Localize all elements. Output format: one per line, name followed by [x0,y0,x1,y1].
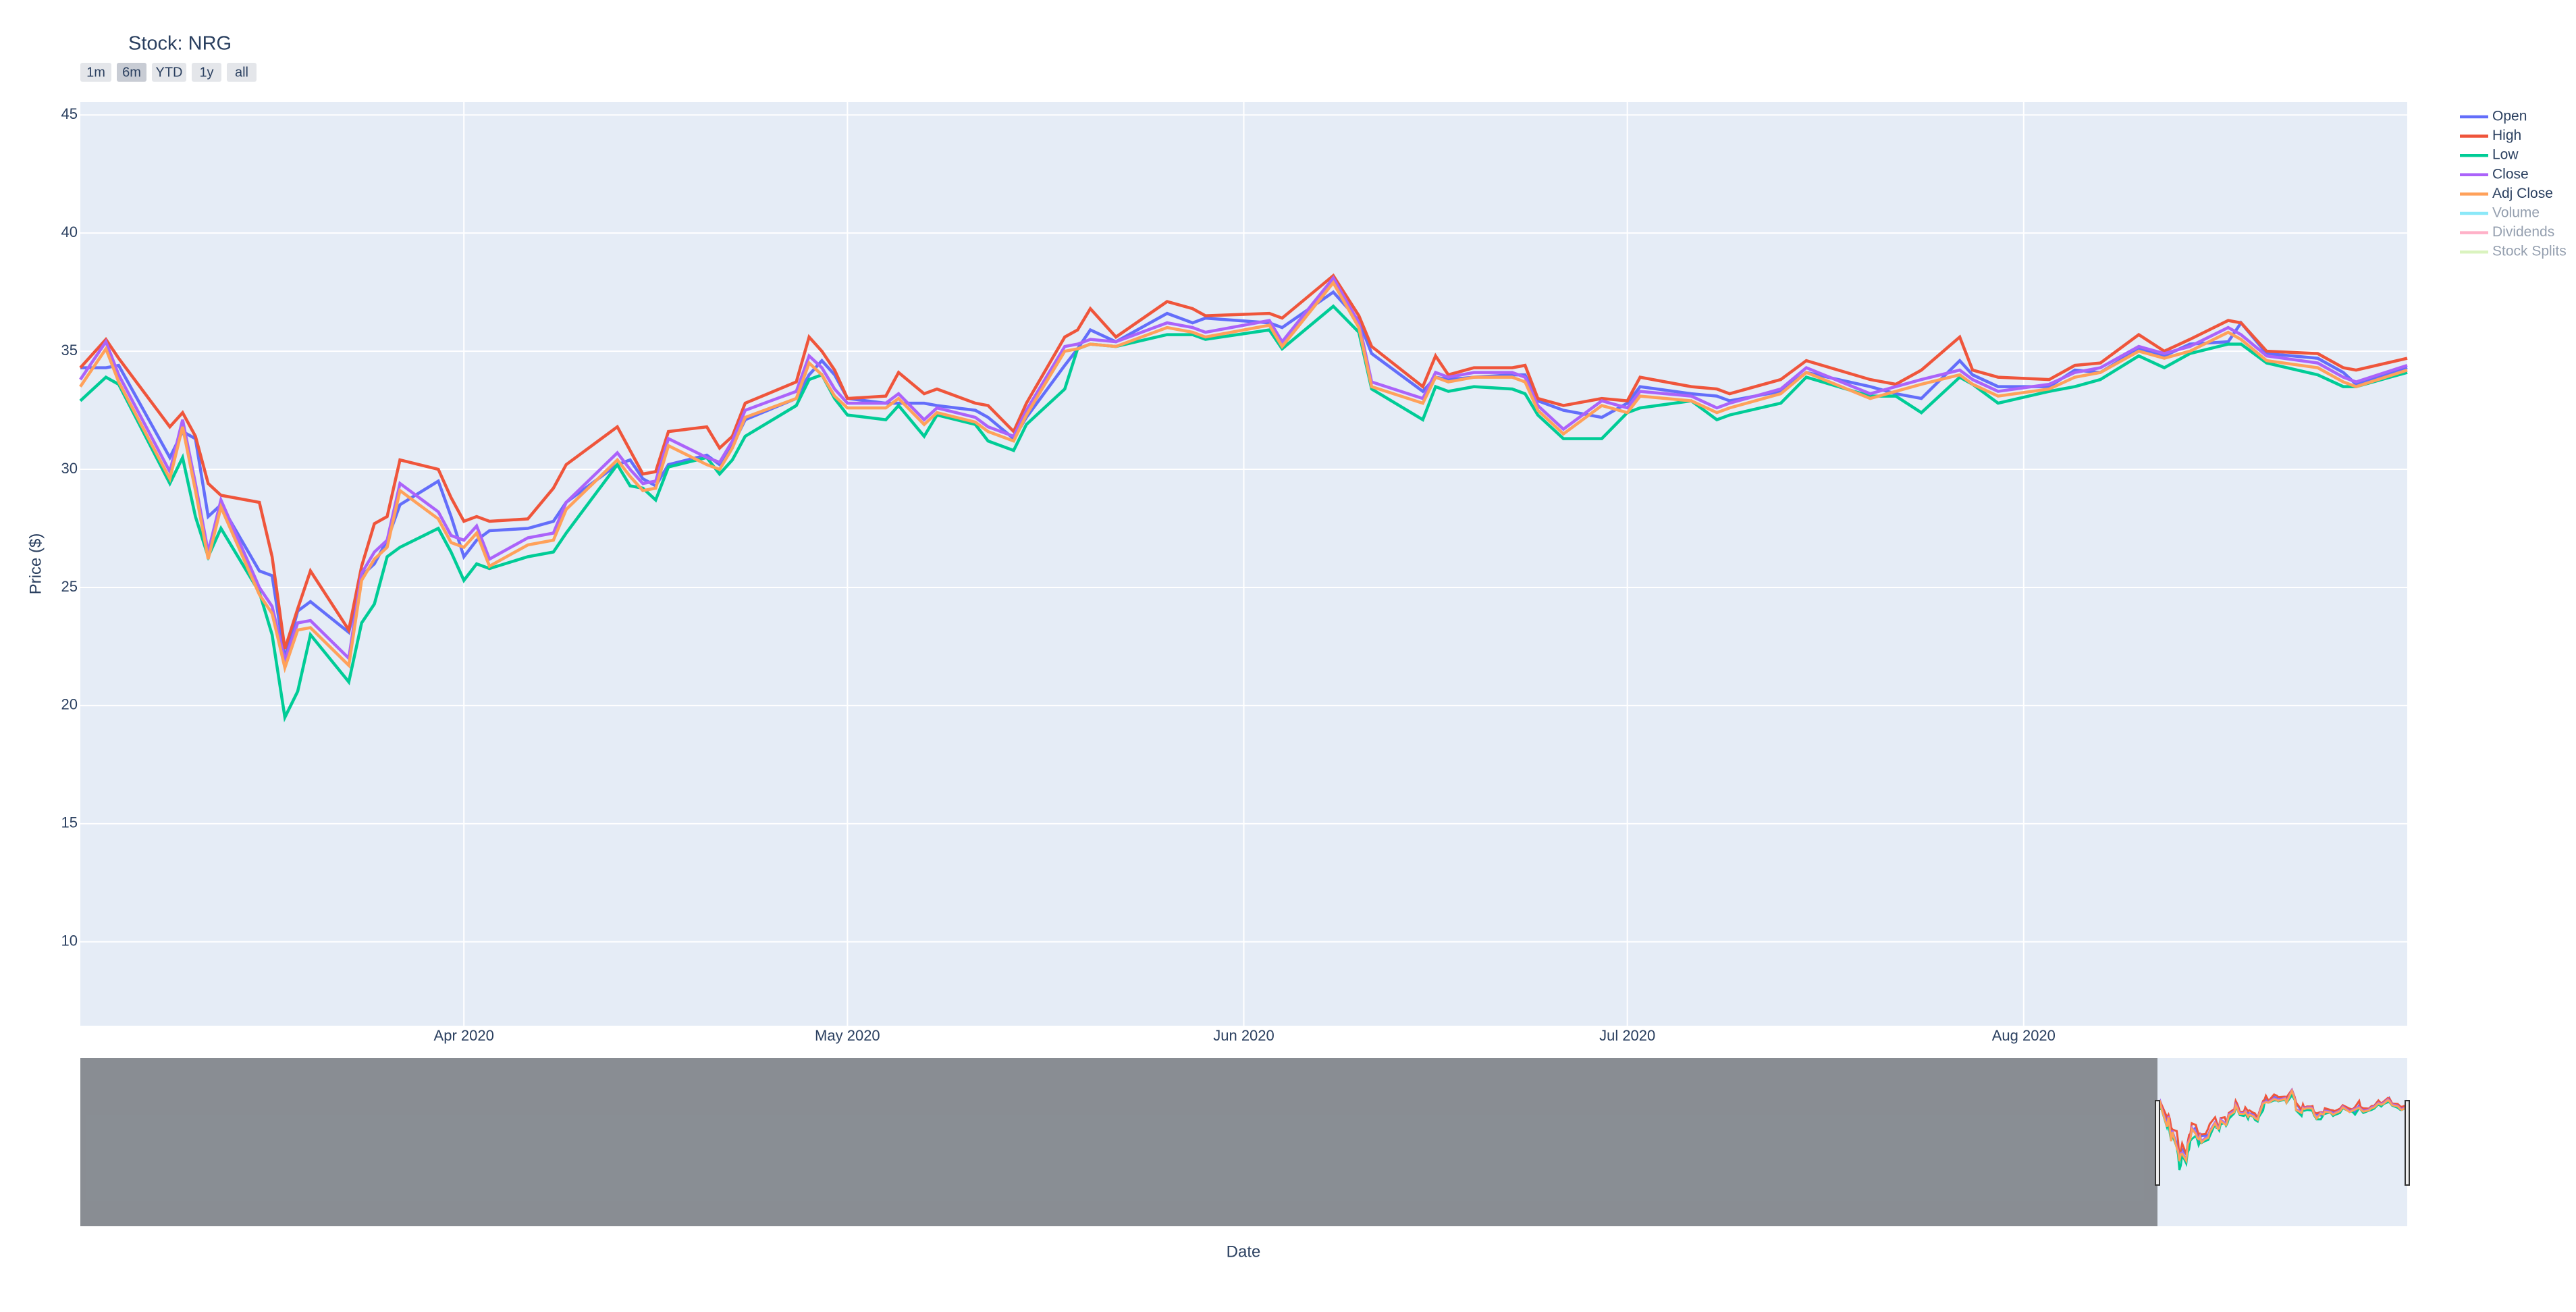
y-tick-label: 25 [61,578,78,595]
button-bg [80,63,111,82]
button-bg [192,63,221,82]
legend: Open High Low Close Adj Close Volume Dividends… [2460,109,2567,259]
range-button[interactable]: 1y [192,63,221,82]
y-tick-label: 20 [61,696,78,713]
button-label: 1y [199,65,213,80]
range-button[interactable]: all [227,63,257,82]
button-bg [152,63,186,82]
legend-label: Close [2492,166,2529,182]
range-slider [80,1058,2407,1226]
legend-label: Dividends [2492,224,2554,240]
button-bg [117,63,146,82]
y-tick-label: 35 [61,342,78,359]
button-bg [227,63,257,82]
legend-label: Open [2492,109,2527,124]
lines [79,273,2408,723]
legend-label: Stock Splits [2492,244,2567,259]
y-tick-label: 10 [61,933,78,949]
x-tick-label: May 2020 [815,1027,880,1044]
legend-label: Volume [2492,205,2540,221]
legend-item[interactable]: High [2460,128,2521,143]
slider-handle[interactable] [2155,1100,2160,1186]
x-tick-label: Jun 2020 [1213,1027,1274,1044]
x-tick-label: Apr 2020 [434,1027,494,1044]
legend-item[interactable]: Volume [2460,205,2540,221]
legend-item[interactable]: Stock Splits [2460,244,2567,259]
y-axis-title: Price ($) [26,533,45,595]
legend-item[interactable]: Dividends [2460,224,2554,240]
button-label: 6m [122,65,141,80]
range-button[interactable]: YTD [152,63,186,82]
range-buttons: 1m 6m YTD 1y all [80,63,257,82]
series-line [79,304,2408,723]
button-label: YTD [156,65,183,80]
series-line [79,275,2408,666]
x-tick-label: Aug 2020 [1992,1027,2056,1044]
y-tick-label: 45 [61,105,78,122]
series-line [79,280,2408,674]
grid: 10 15 20 25 30 35 40 45 Apr 2020 May 2020 Jun 2020… [61,102,2407,1044]
series-line [79,273,2408,650]
legend-item[interactable]: Close [2460,166,2529,182]
slider-lines [2156,1087,2408,1171]
slider-mask [80,1058,2157,1226]
y-tick-label: 30 [61,460,78,477]
legend-item[interactable]: Open [2460,109,2527,124]
y-tick-label: 15 [61,814,78,831]
button-label: 1m [86,65,105,80]
button-label: all [235,65,248,80]
legend-item[interactable]: Low [2460,147,2519,163]
y-tick-label: 40 [61,224,78,240]
slider-line [2156,1088,2408,1164]
legend-label: Adj Close [2492,186,2553,201]
legend-item[interactable]: Adj Close [2460,186,2553,201]
chart-title: Stock: NRG [128,33,232,55]
range-button[interactable]: 6m [117,63,146,82]
range-button[interactable]: 1m [80,63,111,82]
slider-handle[interactable] [2405,1100,2410,1186]
legend-label: Low [2492,147,2519,163]
x-axis-title: Date [1227,1242,1261,1261]
legend-label: High [2492,128,2521,143]
x-tick-label: Jul 2020 [1599,1027,1655,1044]
